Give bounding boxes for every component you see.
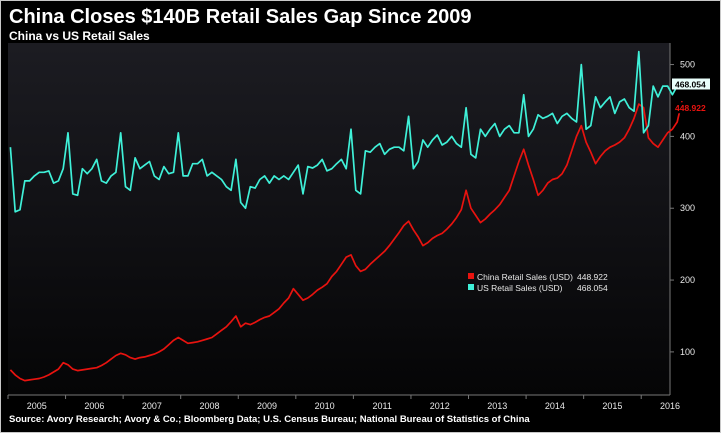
- chart-title: China Closes $140B Retail Sales Gap Sinc…: [9, 6, 472, 28]
- chart-subtitle: China vs US Retail Sales: [9, 29, 150, 43]
- chart-type-button[interactable]: ▭▾: [343, 46, 367, 58]
- line-chart-icon: ▭: [349, 47, 357, 56]
- source-note: Source: Avory Research; Avory & Co.; Blo…: [9, 414, 530, 425]
- chevron-down-icon: ▾: [356, 47, 361, 56]
